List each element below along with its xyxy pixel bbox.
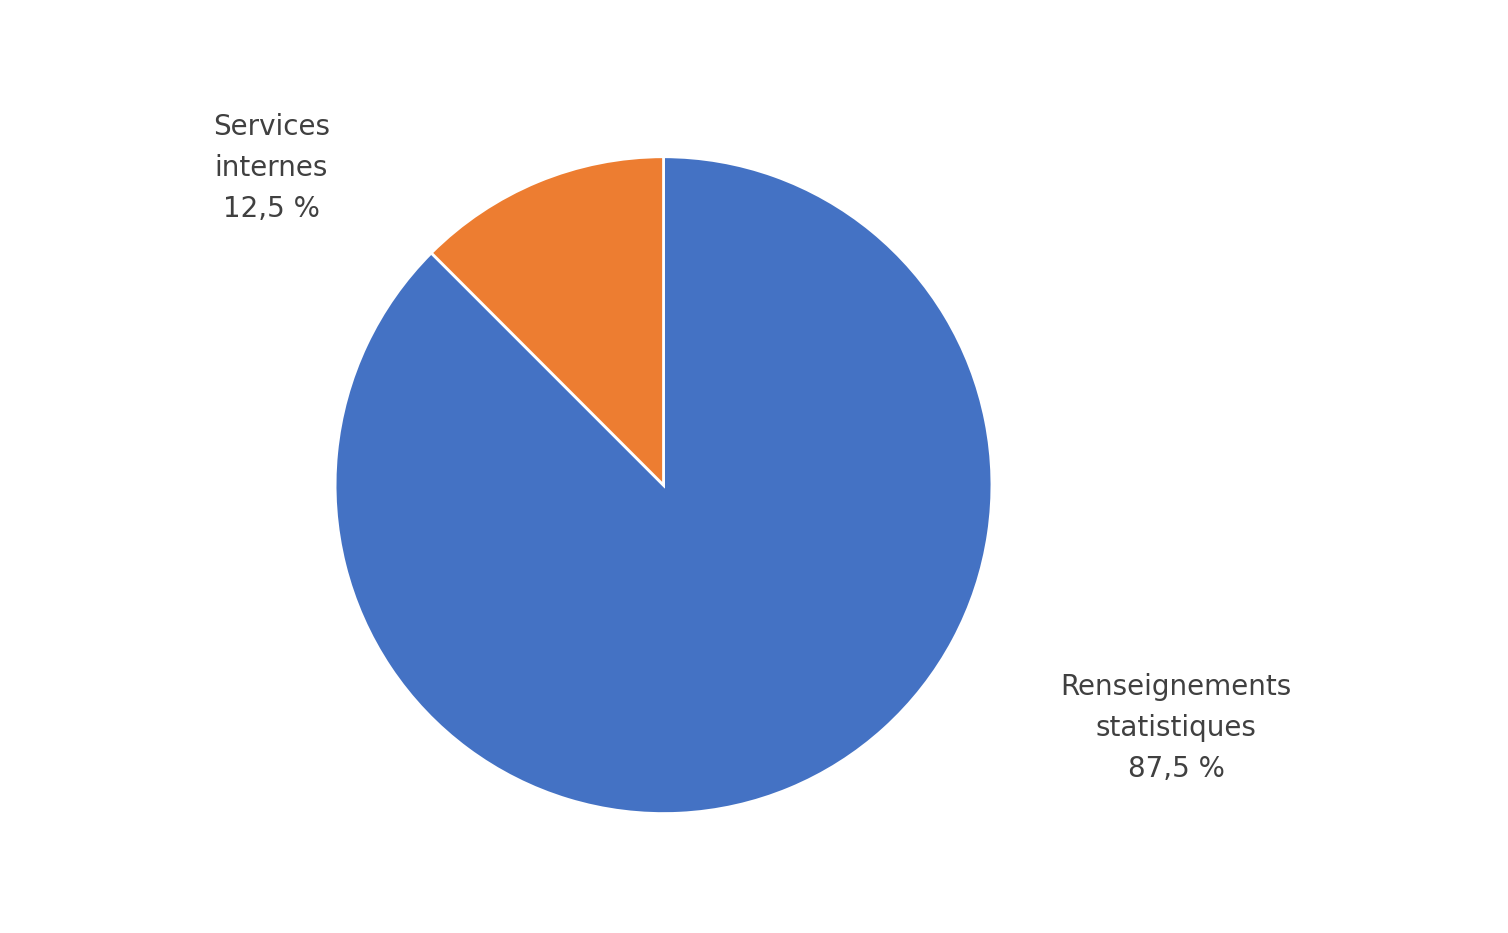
Wedge shape [431, 157, 664, 485]
Wedge shape [335, 157, 992, 814]
Text: Services
internes
12,5 %: Services internes 12,5 % [213, 113, 330, 223]
Text: Renseignements
statistiques
87,5 %: Renseignements statistiques 87,5 % [1060, 673, 1292, 783]
